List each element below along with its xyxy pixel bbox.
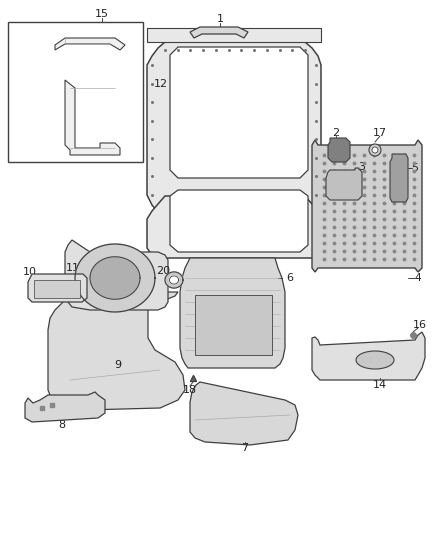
Text: 20: 20: [156, 266, 170, 276]
Text: 5: 5: [411, 163, 418, 173]
Polygon shape: [312, 140, 422, 272]
Polygon shape: [190, 382, 298, 445]
Text: 3: 3: [358, 162, 365, 172]
Polygon shape: [147, 42, 321, 216]
Ellipse shape: [356, 351, 394, 369]
Polygon shape: [180, 258, 285, 368]
Polygon shape: [48, 292, 185, 410]
Polygon shape: [326, 168, 362, 200]
Polygon shape: [170, 47, 308, 178]
Bar: [8, 22, 143, 162]
Text: 17: 17: [373, 128, 387, 138]
Polygon shape: [195, 295, 272, 355]
Text: 8: 8: [58, 420, 66, 430]
Text: 12: 12: [154, 79, 168, 89]
Polygon shape: [190, 27, 248, 38]
Text: 18: 18: [183, 385, 197, 395]
Polygon shape: [28, 274, 87, 302]
Text: 6: 6: [286, 273, 293, 283]
Polygon shape: [328, 138, 350, 162]
Text: 1: 1: [216, 14, 223, 24]
Polygon shape: [65, 80, 120, 155]
Polygon shape: [390, 154, 408, 202]
Polygon shape: [55, 38, 125, 50]
Text: 4: 4: [415, 273, 421, 283]
Polygon shape: [147, 196, 321, 258]
Polygon shape: [312, 332, 425, 380]
Polygon shape: [34, 280, 80, 298]
Text: 16: 16: [413, 320, 427, 330]
Polygon shape: [165, 272, 183, 288]
Text: 7: 7: [241, 443, 248, 453]
Ellipse shape: [369, 144, 381, 156]
Polygon shape: [90, 257, 140, 299]
Polygon shape: [65, 240, 168, 310]
Text: 11: 11: [66, 263, 80, 273]
Text: 13: 13: [193, 65, 207, 75]
Polygon shape: [170, 190, 308, 252]
Polygon shape: [75, 244, 155, 312]
Polygon shape: [25, 392, 105, 422]
Polygon shape: [147, 28, 321, 42]
Text: 2: 2: [332, 128, 339, 138]
Text: 10: 10: [23, 267, 37, 277]
Text: 15: 15: [95, 9, 109, 19]
Ellipse shape: [372, 147, 378, 153]
Text: 9: 9: [114, 360, 122, 370]
Text: 14: 14: [373, 380, 387, 390]
Polygon shape: [170, 276, 179, 284]
